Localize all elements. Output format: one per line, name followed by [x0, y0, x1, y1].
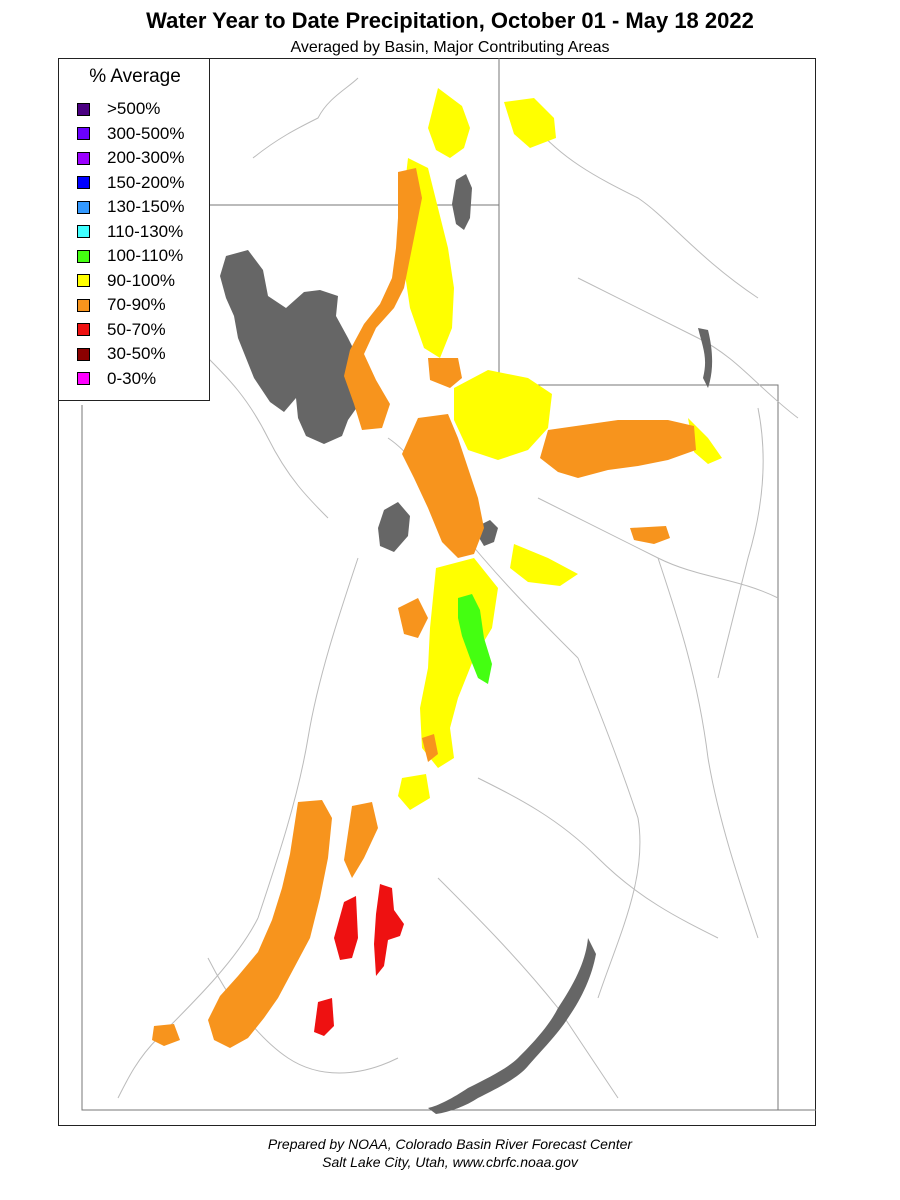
- legend-swatch: [77, 102, 90, 116]
- legend-swatch: [77, 274, 90, 287]
- legend-item: 300-500%: [77, 124, 185, 144]
- legend-item: 130-150%: [77, 197, 185, 217]
- basins-50-70: [314, 884, 404, 1036]
- legend-label: 90-100%: [107, 270, 176, 290]
- legend-swatch: [77, 298, 90, 312]
- legend-swatch: [77, 151, 90, 165]
- lake-powell: [428, 938, 596, 1114]
- utah-lake: [378, 502, 410, 552]
- legend-label: 110-130%: [107, 221, 184, 241]
- flaming-gorge: [698, 328, 713, 388]
- basins-70-90: [152, 168, 696, 1048]
- legend-item: 90-100%: [77, 271, 175, 291]
- precipitation-map: [81, 58, 816, 1114]
- legend-label: 300-500%: [107, 123, 185, 143]
- legend-item: >500%: [77, 99, 160, 119]
- credit-line-1: Prepared by NOAA, Colorado Basin River F…: [267, 1136, 633, 1152]
- legend-item: 50-70%: [77, 320, 166, 340]
- legend-label: 0-30%: [107, 368, 157, 388]
- legend-label: 50-70%: [107, 319, 166, 339]
- credit-line-2: Salt Lake City, Utah, www.cbrfc.noaa.gov: [322, 1154, 578, 1170]
- legend-label: 150-200%: [107, 172, 185, 192]
- legend-item: 0-30%: [77, 369, 156, 389]
- legend-swatch: [77, 200, 90, 214]
- basins-100-110: [458, 594, 492, 684]
- basins: [152, 88, 722, 1048]
- map-subtitle: Averaged by Basin, Major Contributing Ar…: [290, 39, 610, 56]
- legend-item: 70-90%: [77, 295, 166, 315]
- legend-label: 100-110%: [107, 246, 184, 265]
- legend-item: 100-110%: [77, 246, 183, 266]
- legend-item: 150-200%: [77, 173, 185, 193]
- legend-item: 200-300%: [77, 148, 185, 168]
- legend-label: 30-50%: [107, 344, 166, 363]
- legend-label: 130-150%: [107, 197, 185, 216]
- legend-swatch: [77, 225, 90, 238]
- legend: % Average >500% 300-500% 200-300% 150-20…: [58, 58, 210, 401]
- legend-item: 110-130%: [77, 222, 183, 242]
- legend-swatch: [77, 127, 90, 140]
- legend-swatch: [77, 372, 90, 385]
- legend-title: % Average: [89, 66, 181, 87]
- legend-swatch: [77, 347, 90, 361]
- legend-label: 70-90%: [107, 295, 166, 314]
- bear-lake: [452, 174, 472, 230]
- map-title: Water Year to Date Precipitation, Octobe…: [146, 8, 754, 33]
- great-salt-lake: [220, 250, 360, 444]
- legend-label: 200-300%: [107, 148, 185, 167]
- legend-swatch: [77, 249, 90, 263]
- rivers: [117, 77, 799, 1099]
- legend-swatch: [77, 176, 90, 189]
- lakes: [220, 174, 713, 1114]
- legend-label: >500%: [107, 99, 161, 118]
- legend-item: 30-50%: [77, 344, 166, 364]
- legend-swatch: [77, 323, 90, 336]
